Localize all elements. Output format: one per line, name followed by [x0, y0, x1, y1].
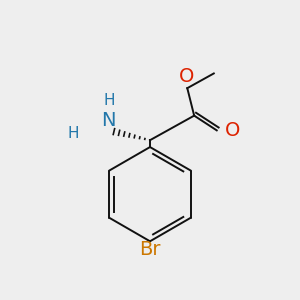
- Text: Br: Br: [139, 240, 161, 259]
- Text: O: O: [225, 121, 240, 140]
- Text: N: N: [101, 111, 116, 130]
- Text: O: O: [178, 67, 194, 86]
- Text: H: H: [103, 93, 115, 108]
- Text: H: H: [68, 126, 79, 141]
